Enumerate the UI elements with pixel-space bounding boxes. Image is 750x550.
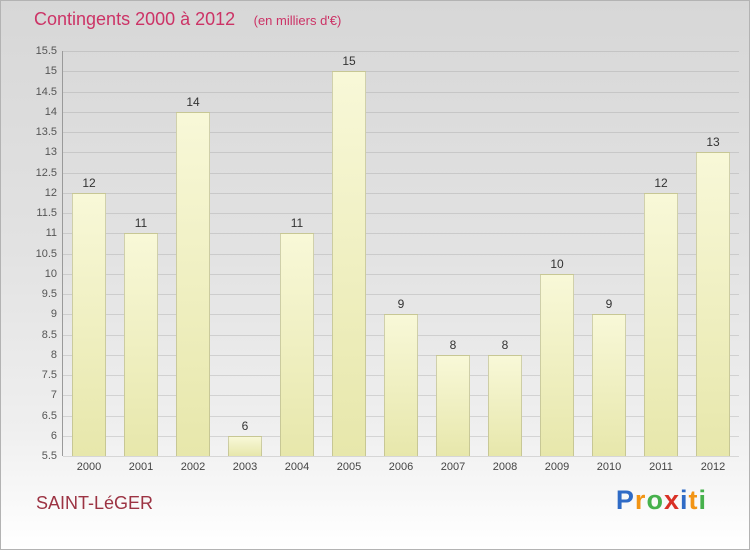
bar-2010 bbox=[592, 314, 626, 456]
bar-value-label: 14 bbox=[186, 94, 200, 109]
x-tick-label: 2010 bbox=[596, 461, 622, 473]
y-tick-label: 14.5 bbox=[35, 85, 57, 98]
y-tick-label: 7 bbox=[50, 389, 57, 402]
bar-value-label: 11 bbox=[290, 216, 304, 231]
x-tick-label: 2009 bbox=[544, 461, 570, 473]
logo-letter: x bbox=[663, 485, 680, 515]
y-tick-label: 11.5 bbox=[36, 207, 57, 219]
bar-2003 bbox=[228, 435, 262, 456]
logo-letter: i bbox=[679, 485, 689, 515]
bar-2006 bbox=[384, 314, 418, 456]
bar-value-label: 15 bbox=[342, 54, 356, 69]
y-tick-label: 12 bbox=[44, 186, 57, 199]
x-tick-label: 2008 bbox=[492, 461, 518, 473]
bar-2012 bbox=[696, 152, 730, 456]
gridline bbox=[63, 132, 739, 133]
gridline bbox=[63, 213, 739, 214]
y-tick-label: 9.5 bbox=[41, 288, 57, 300]
gridline bbox=[63, 253, 739, 255]
bar-2000 bbox=[72, 192, 106, 456]
x-tick-label: 2011 bbox=[649, 461, 673, 473]
x-tick-label: 2003 bbox=[232, 461, 258, 473]
gridline bbox=[63, 111, 739, 113]
x-tick-label: 2005 bbox=[336, 461, 362, 473]
bar-2007 bbox=[436, 354, 470, 456]
chart-header: Contingents 2000 à 2012 (en milliers d'€… bbox=[34, 9, 341, 30]
y-tick-label: 12.5 bbox=[35, 166, 57, 179]
y-tick-label: 11 bbox=[45, 227, 57, 240]
y-tick-label: 15.5 bbox=[35, 45, 57, 57]
y-tick-label: 7.5 bbox=[41, 369, 57, 381]
gridline bbox=[63, 152, 739, 154]
logo-letter: t bbox=[688, 485, 699, 515]
x-tick-label: 2012 bbox=[700, 461, 726, 473]
gridline bbox=[63, 172, 739, 174]
y-tick-label: 14 bbox=[44, 105, 57, 118]
bar-chart-plot: 5.5 6 6.5 7 7.5 8 8.5 9 9.5 10 10.5 11 11.5 12 12.5 13 1… bbox=[36, 45, 739, 473]
bar-value-label: 9 bbox=[397, 297, 405, 312]
bar-2009 bbox=[540, 273, 574, 456]
y-tick-label: 10.5 bbox=[35, 247, 57, 260]
y-tick-label: 5.5 bbox=[41, 450, 57, 462]
y-tick-label: 6 bbox=[50, 429, 57, 442]
gridline bbox=[63, 233, 739, 235]
bar-value-label: 12 bbox=[654, 175, 668, 190]
logo-letter: i bbox=[698, 485, 707, 515]
chart-subtitle: (en milliers d'€) bbox=[253, 13, 342, 28]
y-tick-label: 13 bbox=[44, 146, 57, 159]
x-tick-label: 2000 bbox=[76, 461, 102, 473]
y-tick-label: 8 bbox=[50, 348, 57, 361]
bar-2004 bbox=[280, 233, 314, 456]
x-tick-label: 2006 bbox=[388, 461, 414, 473]
y-tick-label: 8.5 bbox=[41, 328, 57, 341]
gridline bbox=[63, 456, 739, 457]
bar-value-label: 6 bbox=[241, 418, 249, 433]
gridline bbox=[63, 91, 739, 93]
gridline bbox=[63, 51, 739, 52]
gridline bbox=[63, 294, 739, 295]
y-tick-label: 15 bbox=[44, 65, 57, 78]
bar-value-label: 10 bbox=[550, 256, 564, 271]
bar-2008 bbox=[488, 354, 522, 456]
bar-value-label: 12 bbox=[82, 175, 96, 190]
x-tick-label: 2007 bbox=[440, 461, 466, 473]
bar-2001 bbox=[124, 233, 158, 456]
logo-letter: r bbox=[634, 485, 647, 515]
y-tick-label: 10 bbox=[44, 267, 57, 280]
bar-2011 bbox=[644, 192, 678, 456]
logo-letter: P bbox=[615, 485, 635, 515]
gridline bbox=[63, 71, 739, 73]
place-name: SAINT-LéGER bbox=[36, 493, 154, 513]
bar-value-label: 8 bbox=[449, 337, 457, 352]
bar-2005 bbox=[332, 71, 366, 456]
x-tick-label: 2001 bbox=[128, 461, 154, 473]
gridline bbox=[63, 192, 739, 194]
bar-value-label: 11 bbox=[134, 216, 148, 231]
y-axis-line bbox=[62, 51, 63, 456]
y-tick-label: 9 bbox=[50, 308, 57, 321]
logo-letter: o bbox=[646, 485, 664, 515]
y-tick-label: 6.5 bbox=[41, 409, 57, 422]
chart-title: Contingents 2000 à 2012 bbox=[34, 9, 236, 29]
proxiti-logo: Proxiti bbox=[616, 485, 707, 516]
gridline bbox=[63, 273, 739, 275]
bar-value-label: 8 bbox=[501, 337, 509, 352]
y-tick-label: 13.5 bbox=[35, 126, 57, 138]
x-tick-label: 2002 bbox=[180, 461, 206, 473]
bar-2002 bbox=[176, 111, 210, 456]
x-tick-label: 2004 bbox=[284, 461, 310, 473]
bar-value-label: 9 bbox=[605, 297, 613, 312]
bar-value-label: 13 bbox=[706, 135, 720, 150]
